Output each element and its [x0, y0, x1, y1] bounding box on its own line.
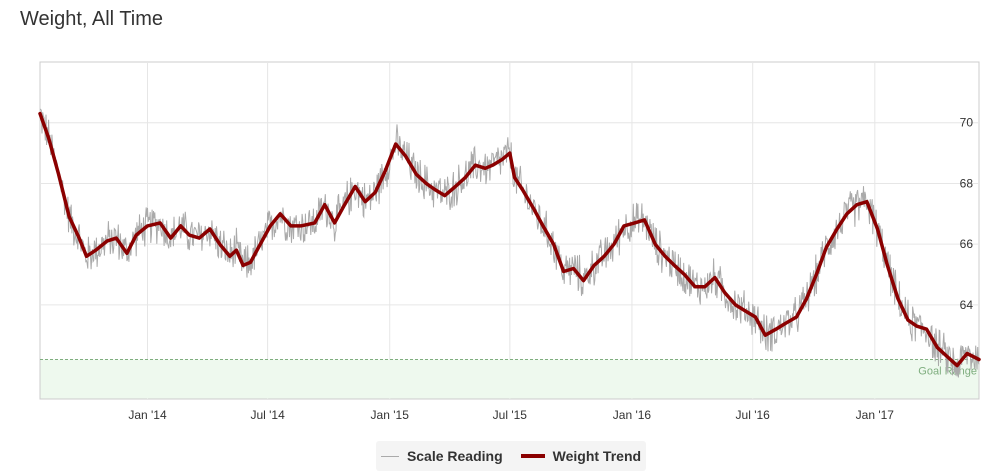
- y-tick-label: 66: [960, 237, 974, 251]
- x-tick-label: Jan '16: [613, 408, 652, 422]
- x-tick-label: Jul '15: [493, 408, 528, 422]
- y-tick-label: 68: [960, 176, 974, 190]
- x-tick-label: Jul '16: [736, 408, 771, 422]
- legend-label-scale-reading: Scale Reading: [406, 448, 503, 464]
- y-tick-label: 64: [960, 298, 974, 312]
- legend-label-weight-trend: Weight Trend: [552, 448, 642, 464]
- grid-lines: [40, 62, 979, 399]
- weight-chart: Goal Range Jan '14 Jul '14 Jan '15 Jul '15 J…: [38, 61, 981, 422]
- scale-reading-swatch: [380, 455, 399, 457]
- y-tick-label: 70: [960, 116, 974, 130]
- x-tick-label: Jan '15: [371, 408, 410, 422]
- weight-trend-swatch: [520, 454, 545, 458]
- x-axis-ticks: Jan '14 Jul '14 Jan '15 Jul '15 Jan '16 Jul '…: [128, 408, 894, 422]
- legend-item-weight-trend[interactable]: Weight Trend: [520, 448, 642, 464]
- x-tick-label: Jan '17: [856, 408, 895, 422]
- chart-title: Weight, All Time: [20, 8, 164, 30]
- x-tick-label: Jan '14: [128, 408, 167, 422]
- x-tick-label: Jul '14: [250, 408, 285, 422]
- legend-item-scale-reading[interactable]: Scale Reading: [380, 448, 503, 464]
- y-axis-ticks: 64 66 68 70: [960, 116, 974, 312]
- chart-legend: Scale Reading Weight Trend: [376, 441, 646, 471]
- goal-range-band: [40, 359, 979, 399]
- weight-trend-line: [38, 111, 981, 368]
- weight-trend-series: [38, 111, 981, 368]
